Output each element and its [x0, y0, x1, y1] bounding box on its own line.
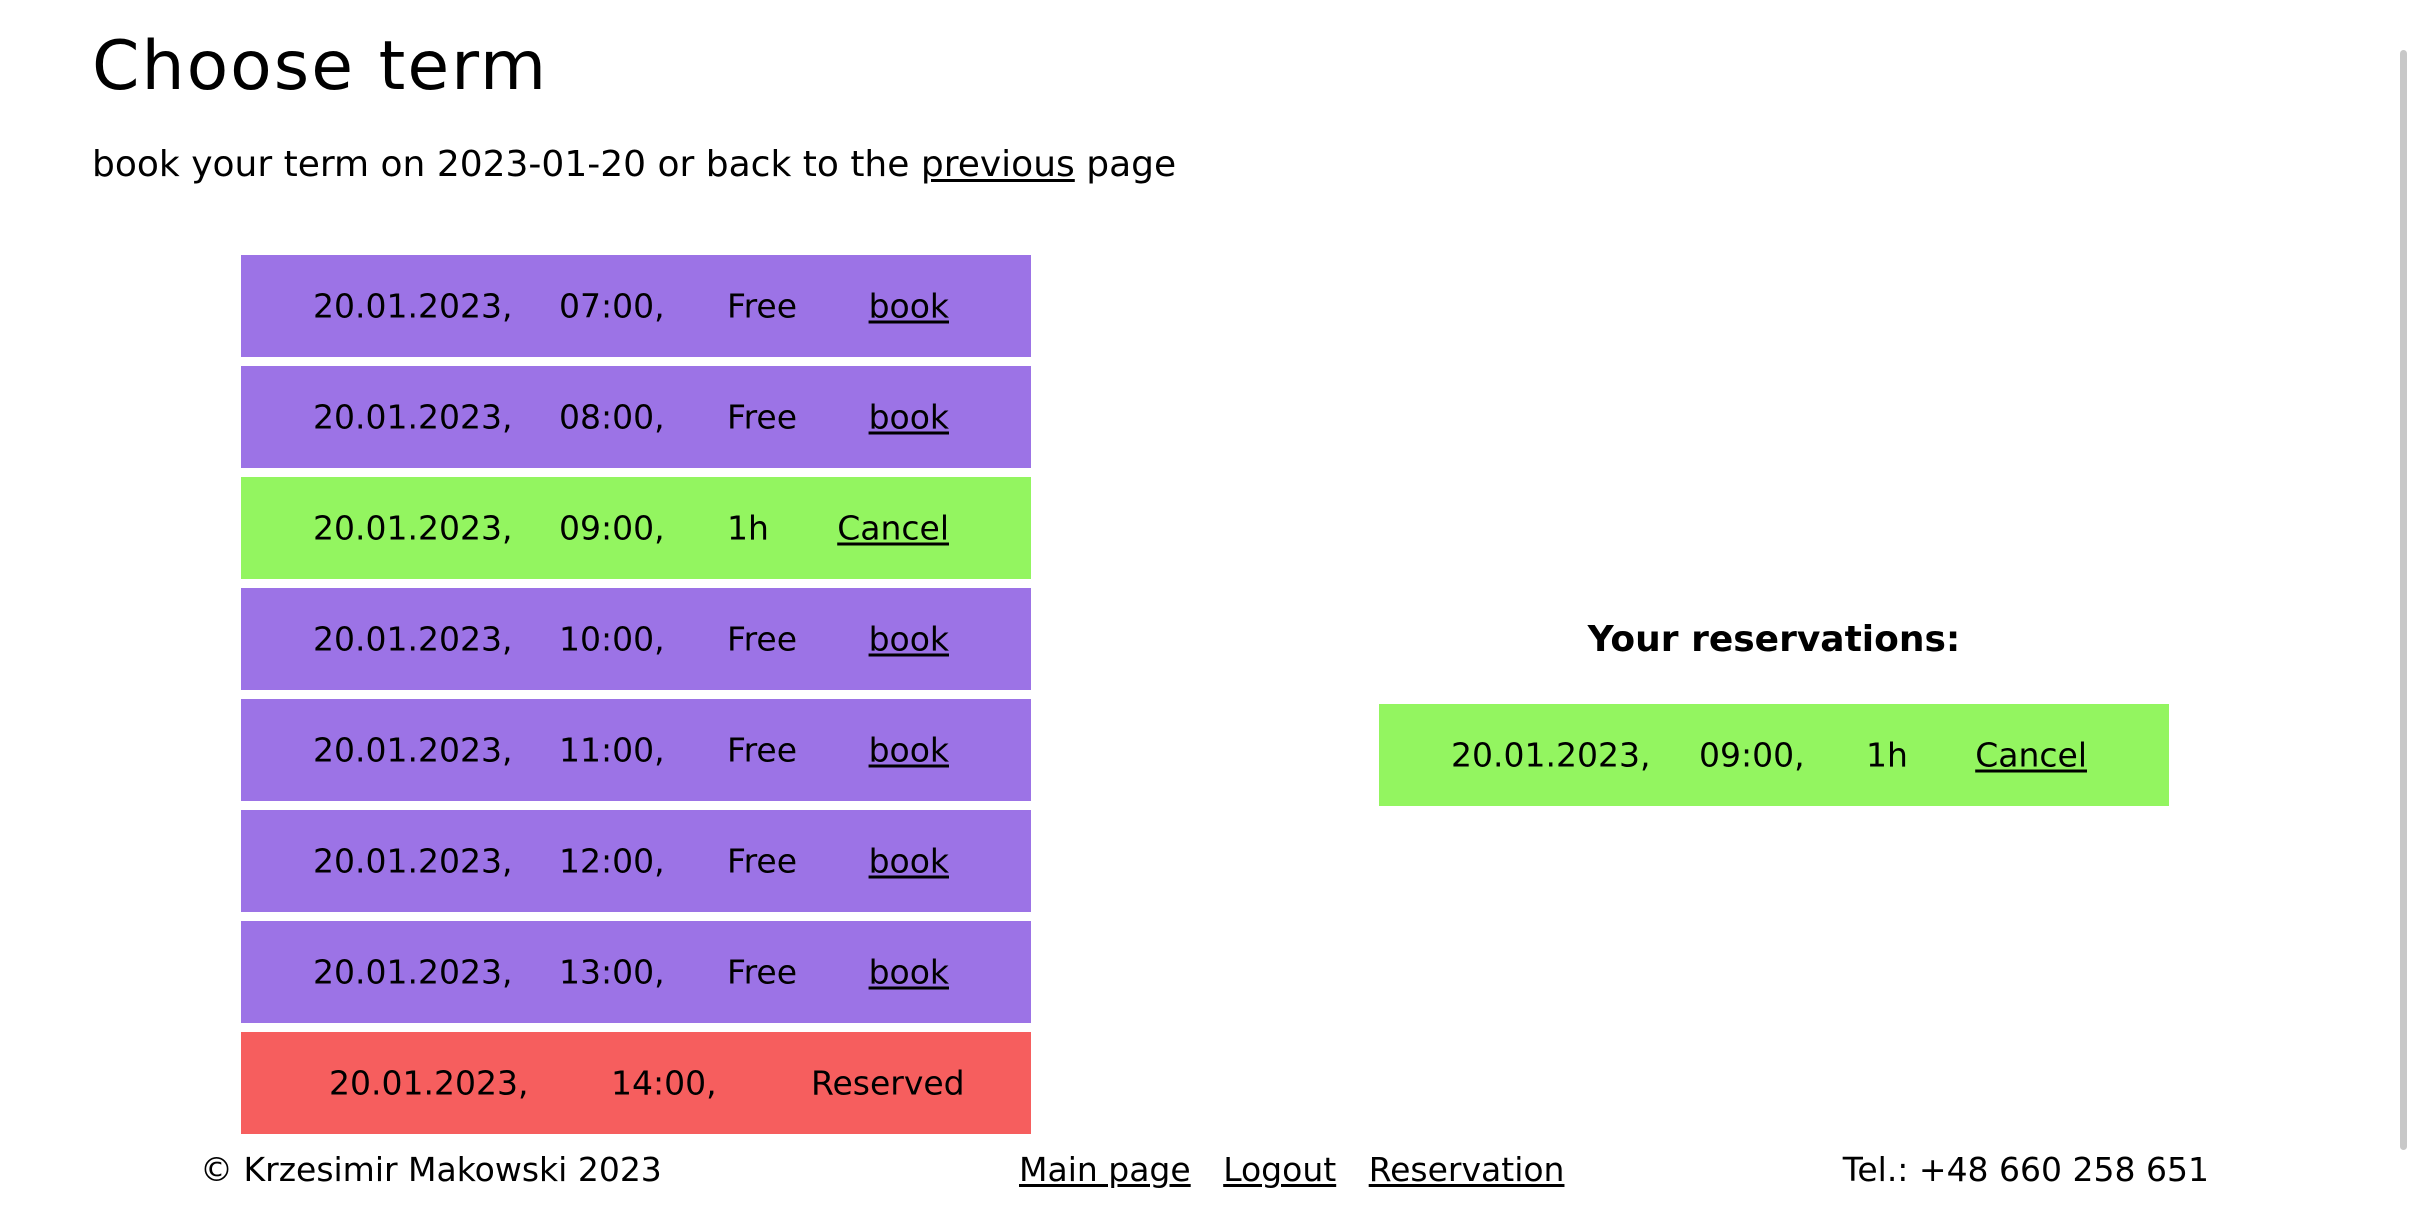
slot-status: Free [727, 619, 798, 659]
slot-time: 13:00, [559, 952, 665, 992]
phone-number: Tel.: +48 660 258 651 [1842, 1150, 2209, 1189]
reservations-title: Your reservations: [1587, 619, 1961, 660]
slot-date: 20.01.2023, [313, 397, 513, 437]
reservation-time: 09:00, [1699, 735, 1805, 775]
term-slot: 20.01.2023, 12:00, Free book [241, 810, 1031, 912]
slot-date: 20.01.2023, [313, 508, 513, 548]
slot-date: 20.01.2023, [313, 730, 513, 770]
term-slot: 20.01.2023, 10:00, Free book [241, 588, 1031, 690]
vertical-scrollbar[interactable] [2395, 0, 2411, 1210]
logout-link[interactable]: Logout [1223, 1150, 1337, 1189]
slot-status: Reserved [811, 1063, 965, 1103]
book-link[interactable]: book [868, 619, 949, 659]
term-slot-list: 20.01.2023, 07:00, Free book 20.01.2023,… [241, 255, 1031, 1143]
slot-date: 20.01.2023, [313, 619, 513, 659]
reservation-link[interactable]: Reservation [1368, 1150, 1565, 1189]
copyright-text: © Krzesimir Makowski 2023 [200, 1150, 662, 1189]
slot-status: Free [727, 397, 798, 437]
page-title: Choose term [92, 27, 549, 106]
slot-status: Free [727, 286, 798, 326]
footer-nav: Main page Logout Reservation [1019, 1150, 1586, 1189]
slot-time: 10:00, [559, 619, 665, 659]
term-slot: 20.01.2023, 08:00, Free book [241, 366, 1031, 468]
slot-date: 20.01.2023, [329, 1063, 529, 1103]
term-slot-reserved: 20.01.2023, 14:00, Reserved [241, 1032, 1031, 1134]
slot-status: Free [727, 841, 798, 881]
previous-page-link[interactable]: previous [920, 144, 1075, 185]
scrollbar-thumb[interactable] [2400, 50, 2407, 1150]
slot-time: 11:00, [559, 730, 665, 770]
book-link[interactable]: book [868, 730, 949, 770]
cancel-link[interactable]: Cancel [837, 508, 949, 548]
book-link[interactable]: book [868, 286, 949, 326]
book-link[interactable]: book [868, 952, 949, 992]
term-slot-own: 20.01.2023, 09:00, 1h Cancel [241, 477, 1031, 579]
slot-date: 20.01.2023, [313, 841, 513, 881]
book-link[interactable]: book [868, 397, 949, 437]
slot-time: 12:00, [559, 841, 665, 881]
slot-status: Free [727, 730, 798, 770]
slot-duration: 1h [727, 508, 769, 548]
slot-status: Free [727, 952, 798, 992]
slot-time: 08:00, [559, 397, 665, 437]
reservation-item: 20.01.2023, 09:00, 1h Cancel [1379, 704, 2169, 806]
subtitle-text-before: book your term on 2023-01-20 or back to … [92, 144, 910, 185]
book-link[interactable]: book [868, 841, 949, 881]
reservation-date: 20.01.2023, [1451, 735, 1651, 775]
slot-date: 20.01.2023, [313, 286, 513, 326]
main-page-link[interactable]: Main page [1019, 1150, 1191, 1189]
reservation-cancel-link[interactable]: Cancel [1975, 735, 2087, 775]
term-slot: 20.01.2023, 13:00, Free book [241, 921, 1031, 1023]
term-slot: 20.01.2023, 07:00, Free book [241, 255, 1031, 357]
slot-time: 14:00, [611, 1063, 717, 1103]
footer: © Krzesimir Makowski 2023 Main page Logo… [0, 1150, 2411, 1200]
term-slot: 20.01.2023, 11:00, Free book [241, 699, 1031, 801]
slot-time: 07:00, [559, 286, 665, 326]
reservation-duration: 1h [1866, 735, 1908, 775]
page-subtitle: book your term on 2023-01-20 or back to … [92, 140, 1176, 190]
slot-date: 20.01.2023, [313, 952, 513, 992]
slot-time: 09:00, [559, 508, 665, 548]
subtitle-text-after: page [1086, 144, 1177, 185]
